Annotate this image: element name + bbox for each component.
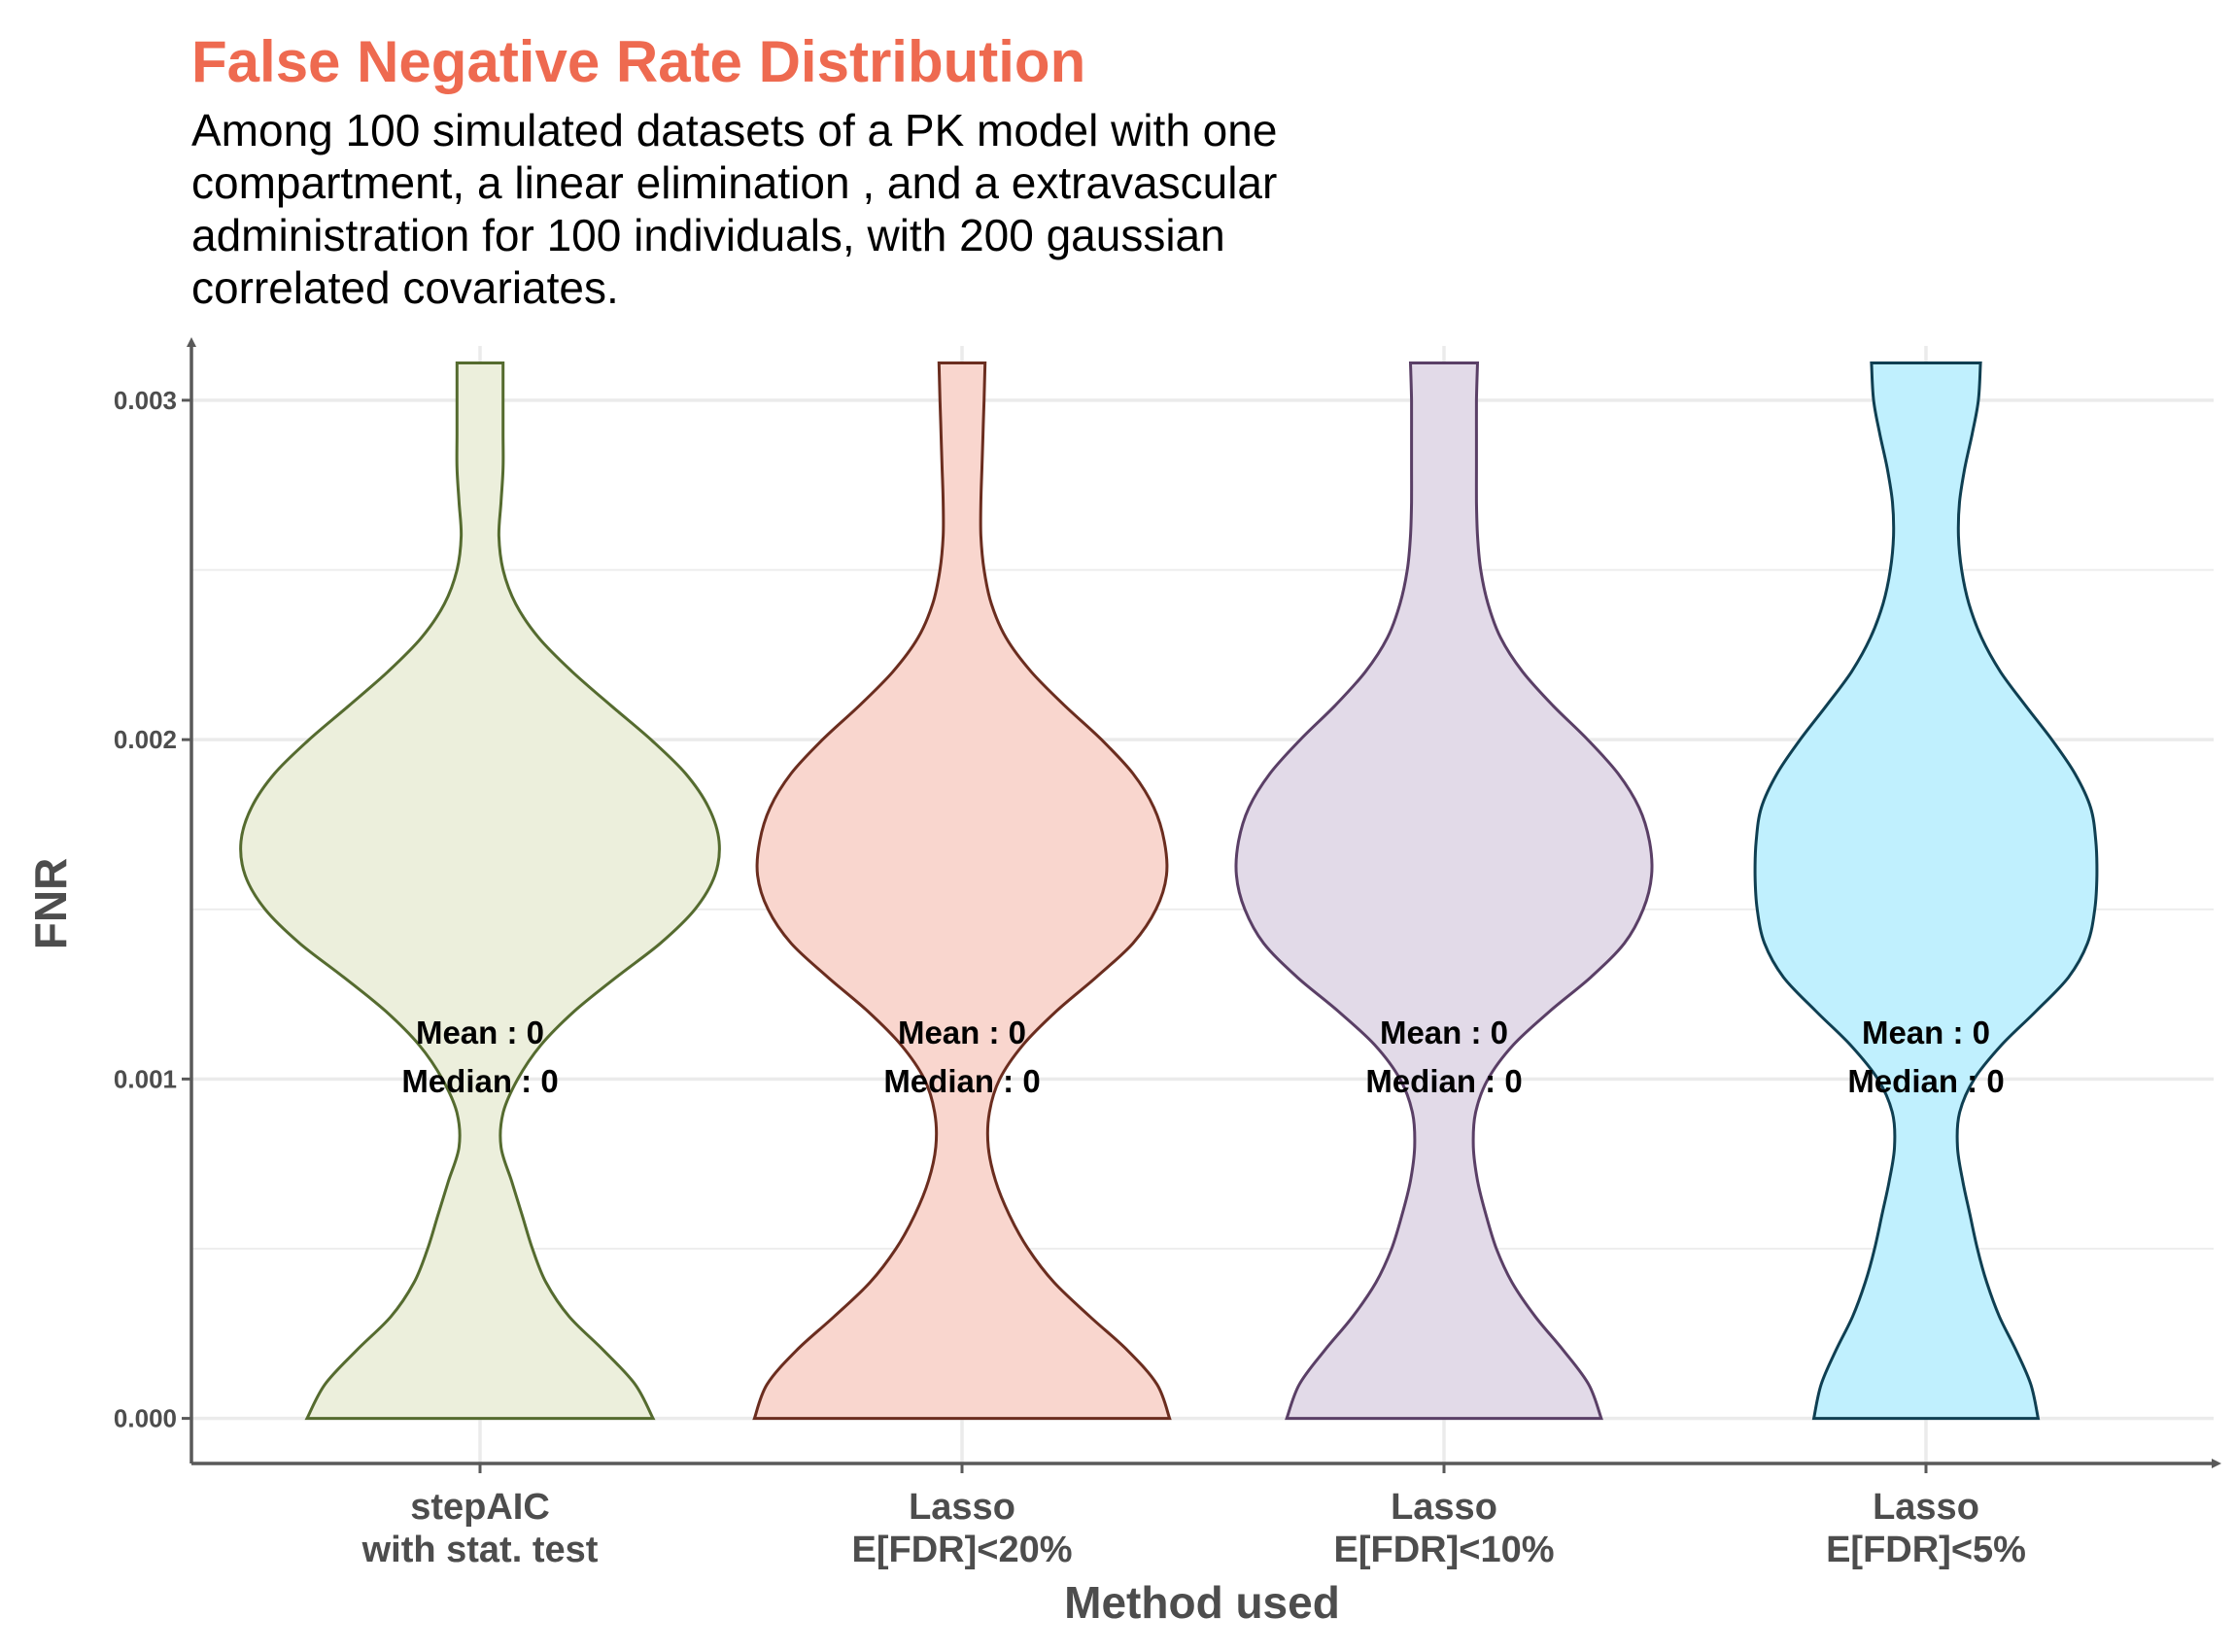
- x-tick-label: E[FDR]<5%: [1826, 1530, 2026, 1570]
- mean-label: Mean : 0: [898, 1015, 1026, 1050]
- x-tick-label: stepAIC: [410, 1487, 550, 1528]
- violin-4: [1753, 361, 2099, 1421]
- median-label: Median : 0: [401, 1063, 558, 1099]
- violins: [239, 361, 2099, 1421]
- violin-3: [1234, 361, 1654, 1421]
- y-tick-label: 0.001: [114, 1064, 177, 1093]
- y-tick-label: 0.000: [114, 1404, 177, 1433]
- violin-2: [752, 361, 1172, 1421]
- median-label: Median : 0: [1847, 1063, 2004, 1099]
- x-tick-label: E[FDR]<20%: [852, 1530, 1073, 1570]
- median-label: Median : 0: [1365, 1063, 1522, 1099]
- y-tick-label: 0.002: [114, 725, 177, 754]
- x-tick-label: E[FDR]<10%: [1334, 1530, 1555, 1570]
- median-label: Median : 0: [883, 1063, 1040, 1099]
- axes: [182, 337, 2221, 1473]
- y-axis-title: FNR: [25, 858, 76, 950]
- y-tick-label: 0.003: [114, 386, 177, 415]
- chart-title: False Negative Rate Distribution: [191, 29, 1086, 94]
- chart-subtitle: Among 100 simulated datasets of a PK mod…: [191, 105, 1278, 313]
- mean-label: Mean : 0: [416, 1015, 544, 1050]
- x-tick-label: Lasso: [1873, 1487, 1979, 1528]
- labels: Mean : 0 Median : 0 Mean : 0 Median : 0 Mean…: [25, 386, 2026, 1628]
- violin-1: [239, 361, 721, 1421]
- x-tick-label: with stat. test: [361, 1530, 599, 1570]
- x-tick-label: Lasso: [1391, 1487, 1497, 1528]
- mean-label: Mean : 0: [1380, 1015, 1508, 1050]
- x-axis-title: Method used: [1064, 1577, 1340, 1628]
- x-tick-label: Lasso: [909, 1487, 1015, 1528]
- mean-label: Mean : 0: [1862, 1015, 1990, 1050]
